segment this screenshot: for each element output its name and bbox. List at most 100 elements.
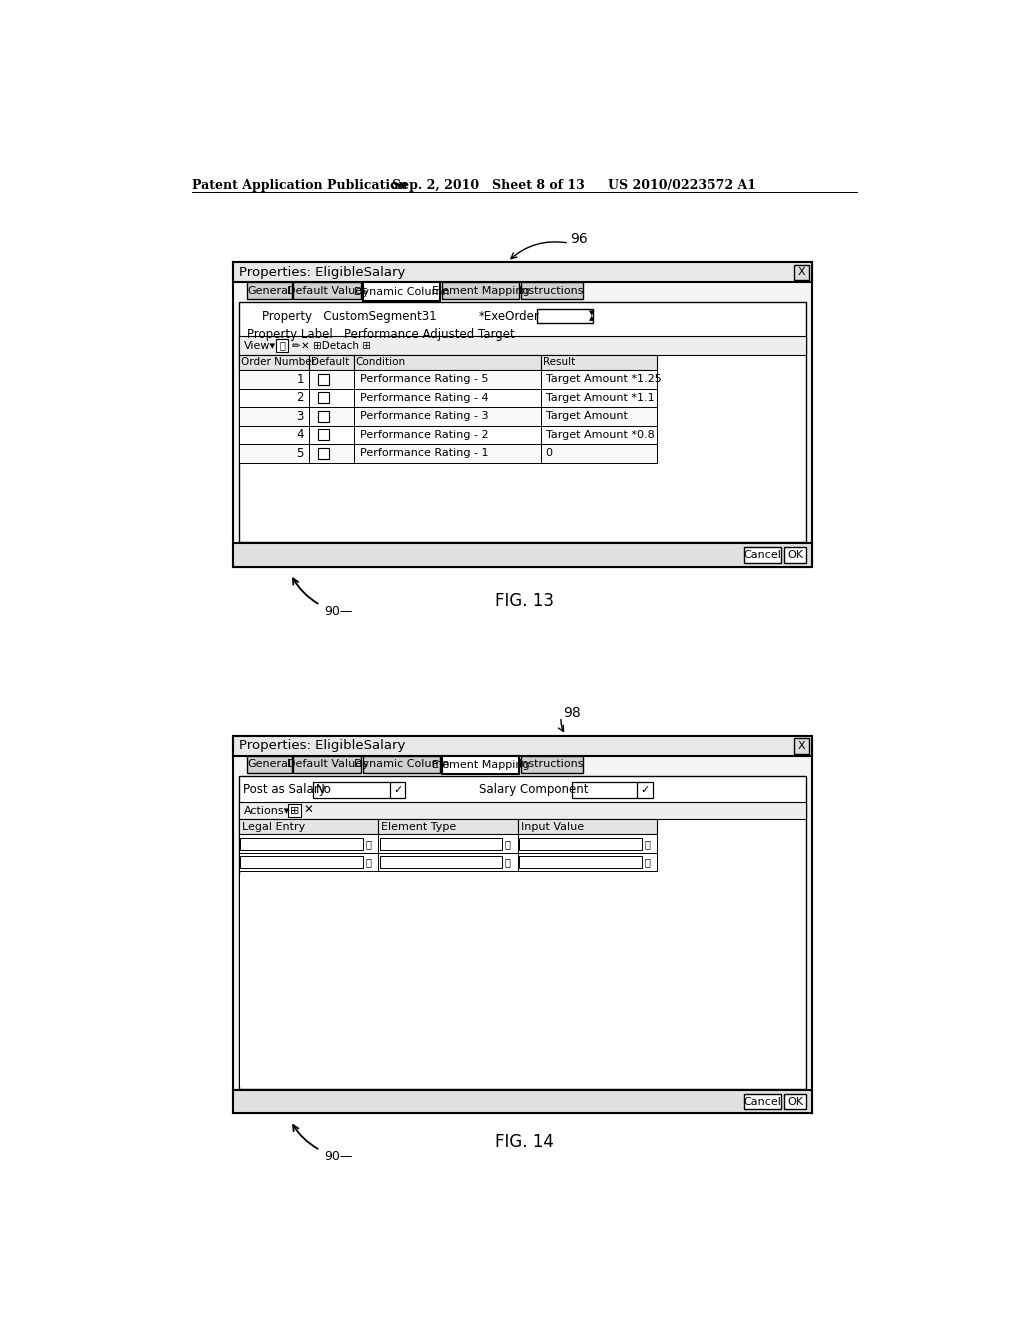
Text: *ExeOrder: *ExeOrder [479,310,540,323]
Bar [541,407,657,425]
Bar [317,429,329,441]
Text: OK: OK [787,550,803,560]
Text: 1: 1 [296,372,304,385]
Text: FIG. 14: FIG. 14 [496,1134,554,1151]
Text: Property   CustomSegment31: Property CustomSegment31 [262,310,436,323]
Bar [572,781,638,797]
Text: Default: Default [311,358,349,367]
Bar [744,1094,781,1109]
Bar [293,756,361,774]
Bar [362,282,440,301]
Text: Cancel: Cancel [743,550,781,560]
Bar [353,425,541,444]
Bar [378,818,518,834]
Text: 3: 3 [297,409,304,422]
Text: Performance Rating - 4: Performance Rating - 4 [359,393,488,403]
Bar [519,838,642,850]
Bar [541,425,657,444]
Bar [239,337,806,355]
Text: Target Amount *0.8: Target Amount *0.8 [546,430,654,440]
Bar [521,756,583,774]
Text: Post as Salary: Post as Salary [244,783,327,796]
Bar [308,370,353,388]
Text: Sheet 8 of 13: Sheet 8 of 13 [493,178,585,191]
Bar [276,339,289,351]
Bar [378,834,518,853]
Text: ✓: ✓ [640,785,649,795]
Text: Performance Rating - 3: Performance Rating - 3 [359,412,488,421]
Text: ✓: ✓ [393,785,402,795]
Bar [289,804,301,817]
Text: 4: 4 [296,428,304,441]
Bar [308,407,353,425]
Bar [794,738,809,754]
Text: View▾: View▾ [244,341,275,351]
Text: Instructions: Instructions [519,759,585,770]
Text: 🔍: 🔍 [366,838,371,849]
Text: Sep. 2, 2010: Sep. 2, 2010 [391,178,478,191]
Bar [232,737,812,756]
Text: Target Amount *1.1: Target Amount *1.1 [546,393,654,403]
Bar [353,407,541,425]
Text: Cancel: Cancel [743,1097,781,1106]
Text: 0: 0 [546,449,553,458]
Bar [239,803,806,818]
Text: Result: Result [544,358,575,367]
Bar [317,447,329,459]
Bar [637,781,652,797]
Bar [247,282,292,300]
Text: Default Values: Default Values [287,759,368,770]
Text: ▼: ▼ [589,310,595,317]
Bar [518,834,657,853]
Bar [308,388,353,407]
Bar [353,388,541,407]
Text: Target Amount: Target Amount [546,412,628,421]
Bar [744,548,781,562]
Bar [353,444,541,462]
Text: ✕: ✕ [304,804,313,817]
Bar [293,282,361,300]
Bar [239,444,308,462]
Bar [519,857,642,869]
Text: Element Mapping: Element Mapping [432,760,529,770]
Text: Default Values: Default Values [287,286,368,296]
Text: Dynamic Column: Dynamic Column [354,286,450,297]
Text: US 2010/0223572 A1: US 2010/0223572 A1 [608,178,757,191]
Text: Patent Application Publication: Patent Application Publication [193,178,408,191]
Text: OK: OK [787,1097,803,1106]
Text: Instructions: Instructions [519,286,585,296]
Text: 🔍: 🔍 [505,838,511,849]
Bar [442,282,519,300]
Text: General: General [247,286,291,296]
Bar [239,302,806,543]
Text: Element Type: Element Type [381,822,457,832]
Text: 🔍: 🔍 [644,838,650,849]
Text: Property Label   Performance Adjusted Target: Property Label Performance Adjusted Targ… [247,329,514,342]
Bar [317,411,329,422]
Text: ⊞Detach ⊞: ⊞Detach ⊞ [313,341,372,351]
Text: FIG. 13: FIG. 13 [496,593,554,610]
Text: Performance Rating - 2: Performance Rating - 2 [359,430,488,440]
Bar [240,875,805,1088]
Bar [239,388,308,407]
Text: Actions▾: Actions▾ [244,805,290,816]
Bar [541,355,657,370]
Bar [362,756,440,774]
Bar [239,370,308,388]
Text: Legal Entry: Legal Entry [242,822,305,832]
Text: Order Number: Order Number [241,358,316,367]
Text: 5: 5 [297,446,304,459]
Text: 2: 2 [296,391,304,404]
Bar [239,853,378,871]
Bar [380,857,503,869]
Text: Dynamic Column: Dynamic Column [354,759,450,770]
Bar [784,1094,806,1109]
Bar [541,370,657,388]
Bar [521,282,583,300]
Bar [794,264,809,280]
Bar [541,444,657,462]
Bar [308,425,353,444]
Bar [353,370,541,388]
Bar [378,853,518,871]
Text: Condition: Condition [356,358,406,367]
